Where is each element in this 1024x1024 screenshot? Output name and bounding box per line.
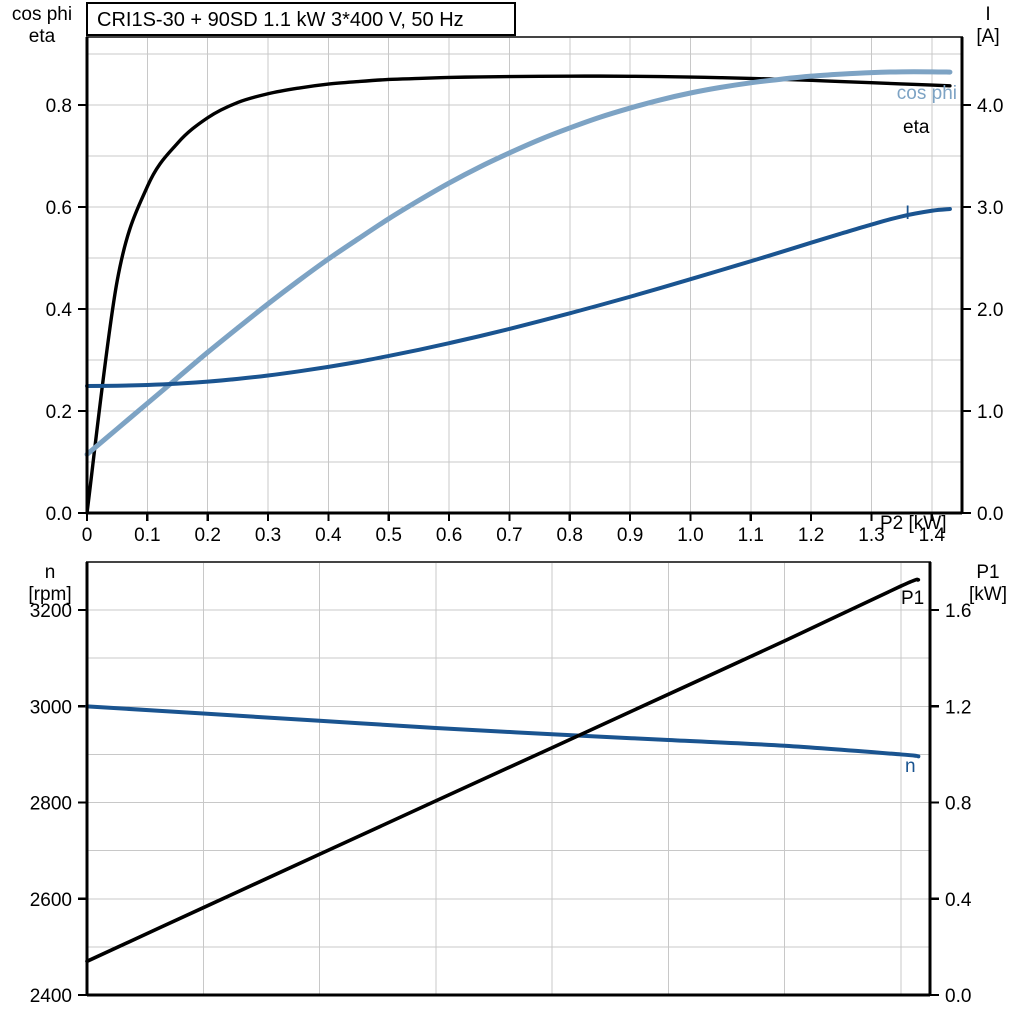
bottom-chart-frame xyxy=(86,561,931,996)
chart-title-text: CRI1S-30 + 90SD 1.1 kW 3*400 V, 50 Hz xyxy=(97,9,464,31)
bottom-right-axis-title-line1: P1 xyxy=(976,562,999,583)
top-right-axis-title-line1: I xyxy=(985,4,990,25)
curve-i xyxy=(85,207,952,389)
x-tick-label: 0.9 xyxy=(617,525,643,546)
top-chart-y-tick-labels: 0.0 0.2 0.4 0.6 0.8 xyxy=(46,96,73,525)
curve-label-cos-phi: cos phi xyxy=(897,83,957,104)
y-tick-label: 0.2 xyxy=(46,402,72,423)
top-left-axis-title-line2: eta xyxy=(29,26,56,47)
y-tick-label: 0.8 xyxy=(46,96,72,117)
curve-label-eta: eta xyxy=(903,117,930,138)
x-tick-label: 0.4 xyxy=(315,525,342,546)
bottom-chart-y2-tick-labels: 0.0 0.4 0.8 1.2 1.6 xyxy=(945,601,972,1007)
x-tick-label: 0.3 xyxy=(255,525,281,546)
y-tick-label: 2600 xyxy=(30,890,72,911)
x-tick-label: 1.2 xyxy=(798,525,824,546)
bottom-chart-axis-lines xyxy=(85,562,932,997)
y2-tick-label: 1.2 xyxy=(945,697,971,718)
bottom-chart-curves xyxy=(85,577,921,964)
top-right-axis-title-line2: [A] xyxy=(976,26,999,47)
x-tick-label: 1.4 xyxy=(919,525,946,546)
y2-tick-label: 1.0 xyxy=(977,402,1003,423)
bottom-chart-curve-labels: P1 n xyxy=(901,588,924,777)
top-chart-curve-labels: cos phi eta I xyxy=(897,83,957,224)
y-tick-label: 0.6 xyxy=(46,198,72,219)
x-tick-label: 0.2 xyxy=(194,525,220,546)
top-chart: 0 0.1 0.2 0.3 0.4 0.5 0.6 0.7 0.8 0.9 1.0 1.1 1.2 1.3… xyxy=(12,2,1003,546)
curve-cos-phi xyxy=(84,69,953,457)
top-chart-gridlines xyxy=(87,37,962,513)
y2-tick-label: 3.0 xyxy=(977,198,1003,219)
x-tick-label: 1.0 xyxy=(677,525,703,546)
top-chart-frame xyxy=(86,36,963,514)
y2-tick-label: 0.0 xyxy=(945,986,971,1007)
top-left-axis-title-line1: cos phi xyxy=(12,4,72,25)
bottom-left-axis-title-line2: [rpm] xyxy=(28,584,71,605)
x-tick-label: 0.1 xyxy=(134,525,160,546)
bottom-chart: 2400 2600 2800 3000 3200 0.0 0.4 0.8 1.2 1.6 n [… xyxy=(28,561,1007,1007)
top-chart-y2-tick-labels: 0.0 1.0 2.0 3.0 4.0 xyxy=(977,96,1003,525)
curve-p1 xyxy=(85,577,921,964)
y-tick-label: 2400 xyxy=(30,986,72,1007)
x-tick-label: 0.6 xyxy=(436,525,462,546)
curve-eta xyxy=(85,74,952,515)
y2-tick-label: 2.0 xyxy=(977,300,1003,321)
x-tick-label: 1.1 xyxy=(738,525,764,546)
y-tick-label: 3000 xyxy=(30,697,72,718)
top-chart-tickmarks xyxy=(78,103,971,521)
top-x-axis-title: P2 [kW] xyxy=(880,513,947,534)
x-tick-label: 0 xyxy=(82,525,93,546)
curve-n xyxy=(85,704,921,759)
curve-label-current: I xyxy=(905,203,910,224)
y2-tick-label: 0.4 xyxy=(945,890,972,911)
bottom-chart-y-tick-labels: 2400 2600 2800 3000 3200 xyxy=(30,601,72,1007)
y-tick-label: 0.0 xyxy=(46,504,72,525)
top-chart-x-tick-labels: 0 0.1 0.2 0.3 0.4 0.5 0.6 0.7 0.8 0.9 1.0 1.1 1.2 1.3… xyxy=(82,525,946,546)
bottom-chart-gridlines xyxy=(87,562,930,995)
y-tick-label: 0.4 xyxy=(46,300,73,321)
y-tick-label: 3200 xyxy=(30,601,72,622)
chart-title-box xyxy=(86,2,516,36)
top-chart-curves xyxy=(84,69,953,515)
curve-label-n: n xyxy=(905,756,916,777)
y2-tick-label: 4.0 xyxy=(977,96,1003,117)
y2-tick-label: 0.0 xyxy=(977,504,1003,525)
y-tick-label: 2800 xyxy=(30,794,72,815)
bottom-left-axis-title-line1: n xyxy=(45,562,56,583)
x-tick-label: 1.3 xyxy=(858,525,884,546)
x-tick-label: 0.7 xyxy=(496,525,522,546)
x-tick-label: 0.5 xyxy=(376,525,402,546)
x-tick-label: 0.8 xyxy=(557,525,583,546)
bottom-right-axis-title-line2: [kW] xyxy=(969,584,1007,605)
top-chart-axis-lines xyxy=(85,37,964,515)
curve-label-p1: P1 xyxy=(901,588,924,609)
y2-tick-label: 0.8 xyxy=(945,794,971,815)
y2-tick-label: 1.6 xyxy=(945,601,971,622)
